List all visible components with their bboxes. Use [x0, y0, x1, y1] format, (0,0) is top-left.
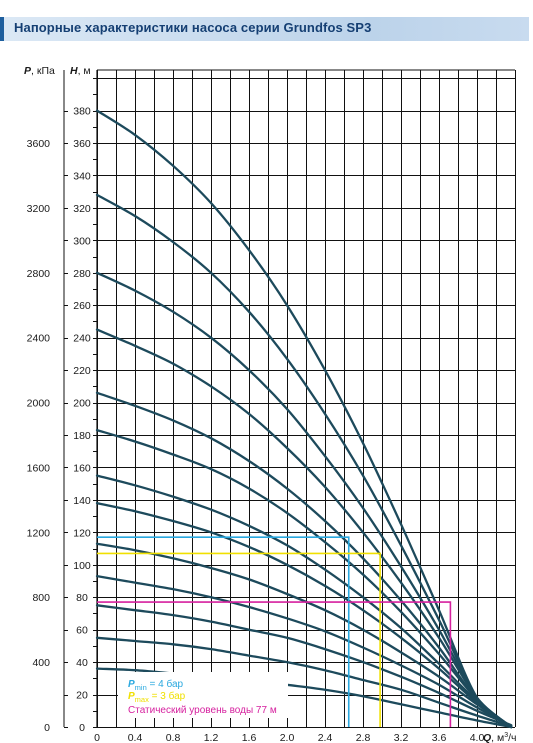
- x-tick-label: 4.0: [470, 732, 485, 743]
- legend-entry-pmax: Pmax = 3 бар: [128, 690, 186, 704]
- series-line-5: [95, 391, 513, 729]
- series-line-1: [95, 109, 513, 729]
- h-tick-label: 180: [73, 430, 91, 442]
- series-line-11: [95, 604, 513, 727]
- p-tick-label: 3200: [27, 203, 51, 215]
- title-accent: [0, 17, 4, 41]
- h-tick-label: 360: [73, 138, 91, 150]
- h-tick-label: 200: [73, 398, 91, 410]
- legend-box: [118, 672, 288, 718]
- p-axis-title: P, кПа: [24, 65, 55, 77]
- marker-static: [97, 601, 452, 727]
- series-line-3: [95, 271, 513, 729]
- p-tick-label: 2400: [27, 333, 51, 345]
- series-line-7: [95, 474, 513, 729]
- h-tick-label: 300: [73, 235, 91, 247]
- series-line-2: [95, 193, 513, 729]
- h-axis-title: H, м: [70, 65, 91, 77]
- chart-title-bar: Напорные характеристики насоса серии Gru…: [0, 0, 533, 44]
- p-tick-label: 400: [32, 657, 50, 669]
- p-tick-label: 3600: [27, 138, 51, 150]
- legend-entry-pmin: Pmin = 4 бар: [128, 678, 184, 692]
- h-tick-label: 80: [76, 592, 88, 604]
- p-tick-label: 1200: [27, 527, 51, 539]
- h-tick-label: 120: [73, 527, 91, 539]
- series-line-6: [95, 428, 513, 729]
- x-tick-label: 1.6: [242, 732, 257, 743]
- x-tick-label: 3.6: [432, 732, 447, 743]
- series-line-10: [95, 574, 513, 728]
- h-tick-label: 280: [73, 268, 91, 280]
- series-line-8: [95, 501, 513, 729]
- x-tick-label: 0: [94, 732, 100, 743]
- p-tick-label: 2800: [27, 268, 51, 280]
- h-tick-label: 140: [73, 495, 91, 507]
- h-tick-label: 60: [76, 625, 88, 637]
- x-tick-label: 0.4: [128, 732, 143, 743]
- h-tick-label: 100: [73, 560, 91, 572]
- p-tick-label: 1600: [27, 462, 51, 474]
- p-tick-label: 800: [32, 592, 50, 604]
- marker-pmax: [97, 552, 381, 727]
- p-tick-label: 0: [44, 722, 50, 734]
- x-tick-label: 0.8: [166, 732, 181, 743]
- h-tick-label: 40: [76, 657, 88, 669]
- x-tick-label: 2.8: [356, 732, 371, 743]
- marker-pmin: [97, 536, 350, 727]
- x-tick-label: 2.0: [280, 732, 295, 743]
- h-tick-label: 20: [76, 690, 88, 702]
- h-tick-label: 340: [73, 170, 91, 182]
- legend-entry-static: Статический уровень воды 77 м: [128, 705, 277, 716]
- x-tick-label: 3.2: [394, 732, 409, 743]
- x-tick-label: 1.2: [204, 732, 219, 743]
- h-tick-label: 220: [73, 365, 91, 377]
- chart-title: Напорные характеристики насоса серии Gru…: [14, 20, 372, 35]
- grid-lines: [97, 70, 516, 728]
- curve-group: [95, 109, 513, 729]
- x-axis-title: Q, м3/ч: [483, 732, 517, 743]
- series-line-12: [95, 636, 513, 728]
- h-tick-label: 240: [73, 333, 91, 345]
- h-tick-label: 0: [79, 722, 85, 734]
- x-tick-label: 2.4: [318, 732, 333, 743]
- title-band: [4, 17, 529, 41]
- h-tick-label: 160: [73, 462, 91, 474]
- h-tick-label: 260: [73, 300, 91, 312]
- h-tick-label: 380: [73, 106, 91, 118]
- h-tick-label: 320: [73, 203, 91, 215]
- series-line-4: [95, 328, 513, 729]
- p-tick-label: 2000: [27, 398, 51, 410]
